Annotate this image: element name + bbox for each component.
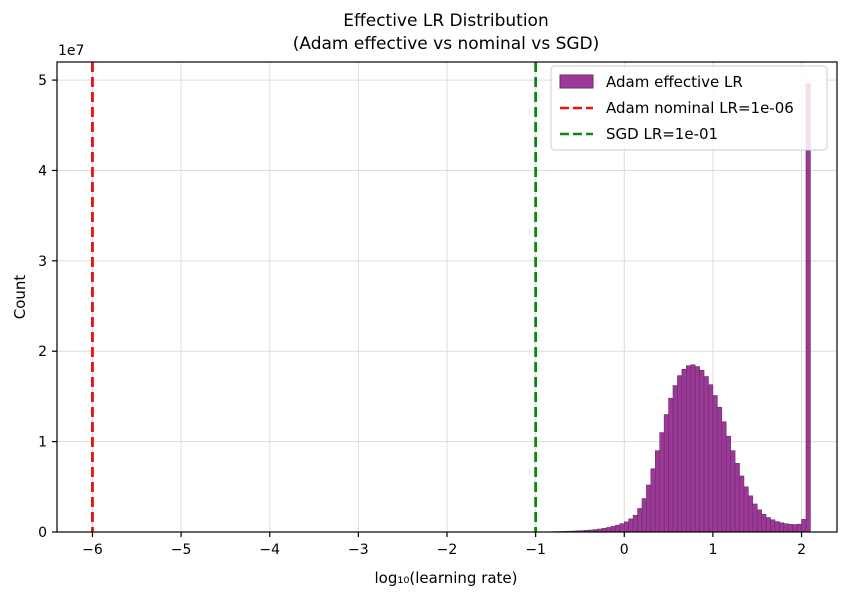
x-tick-label: −1: [525, 542, 546, 558]
legend-swatch-adam-effective: [559, 74, 594, 89]
histogram-bar: [734, 463, 740, 533]
histogram-bar: [672, 385, 678, 533]
histogram-bar: [708, 384, 714, 533]
x-axis-label: log₁₀(learning rate): [374, 569, 517, 587]
histogram-bar: [725, 435, 731, 533]
histogram-bar: [796, 523, 802, 533]
x-tick-label: −2: [437, 542, 458, 558]
x-tick-label: 1: [708, 542, 717, 558]
x-tick-label: −6: [82, 542, 103, 558]
legend-box: [550, 65, 828, 151]
histogram-bar: [717, 406, 723, 533]
y-tick-label: 2: [38, 344, 47, 360]
histogram-bar: [668, 397, 674, 533]
histogram-bar: [770, 519, 776, 533]
y-offset-label: 1e7: [58, 43, 84, 59]
x-tick-label: −5: [171, 542, 192, 558]
chart-title: Effective LR Distribution: [343, 11, 548, 31]
histogram-bar: [632, 514, 638, 533]
y-tick-label: 1: [38, 435, 47, 451]
histogram-bar: [641, 498, 647, 533]
y-axis-label: Count: [11, 275, 29, 320]
chart-subtitle: (Adam effective vs nominal vs SGD): [293, 34, 600, 54]
histogram-bar: [606, 527, 612, 533]
histogram-bar: [659, 432, 665, 533]
histogram-bar: [650, 468, 656, 533]
axis-ticks: −6 −5 −4 −3 −2 −1 0 1 2 0 1 2 3 4 5: [38, 73, 806, 558]
histogram-bar: [756, 509, 762, 533]
histogram-bar: [721, 421, 727, 533]
histogram-bars: [535, 83, 811, 533]
histogram-bar: [787, 524, 793, 533]
histogram-bar: [677, 375, 683, 533]
legend-label-sgd: SGD LR=1e-01: [606, 125, 718, 143]
histogram-bar: [615, 524, 621, 533]
histogram-bar: [690, 364, 696, 533]
histogram-bar: [699, 369, 705, 533]
legend: Adam effective LR Adam nominal LR=1e-06 …: [550, 65, 828, 151]
y-tick-label: 4: [38, 163, 47, 179]
histogram-bar: [703, 376, 709, 533]
y-tick-label: 5: [38, 73, 47, 89]
x-tick-label: −4: [259, 542, 280, 558]
histogram-bar: [752, 503, 758, 533]
histogram-bar: [646, 484, 652, 533]
histogram-bar: [801, 519, 807, 533]
histogram-bar: [694, 366, 700, 533]
histogram-bar: [739, 475, 745, 533]
histogram-bar: [805, 83, 811, 533]
x-tick-label: 2: [797, 542, 806, 558]
x-tick-label: −3: [348, 542, 369, 558]
y-tick-label: 0: [38, 525, 47, 541]
legend-label-adam-effective: Adam effective LR: [606, 73, 743, 91]
histogram-bar: [748, 495, 754, 533]
histogram-bar: [761, 514, 767, 533]
histogram-bar: [637, 508, 643, 533]
histogram-bar: [792, 524, 798, 533]
histogram-bar: [654, 450, 661, 533]
histogram-bar: [628, 518, 634, 533]
histogram-bar: [774, 521, 780, 533]
histogram-bar: [686, 365, 692, 533]
histogram-bar: [623, 521, 630, 533]
y-tick-label: 3: [38, 254, 47, 270]
histogram-bar: [663, 414, 669, 533]
histogram-bar: [610, 526, 616, 533]
histogram-bar: [712, 395, 718, 533]
legend-label-adam-nominal: Adam nominal LR=1e-06: [606, 99, 794, 117]
x-tick-label: 0: [620, 542, 629, 558]
histogram-bar: [619, 523, 625, 533]
histogram-bar: [730, 450, 736, 533]
histogram-bar: [681, 369, 687, 533]
histogram-bar: [779, 522, 785, 533]
histogram-bar: [743, 486, 749, 533]
histogram-bar: [783, 523, 789, 533]
reference-lines: [91, 62, 538, 532]
histogram-bar: [765, 517, 771, 533]
